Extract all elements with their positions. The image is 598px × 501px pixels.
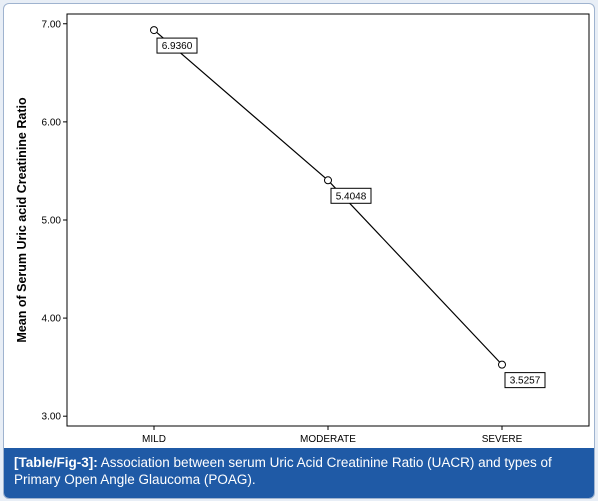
data-points: 6.9360 5.4048 3.5257: [150, 26, 546, 389]
y-axis: 3.00 4.00 5.00 6.00 7.00: [42, 19, 67, 423]
y-tick-label: 7.00: [42, 19, 62, 30]
y-tick-label: 6.00: [42, 117, 62, 128]
y-tick-label: 3.00: [42, 412, 62, 423]
data-label: 5.4048: [336, 191, 367, 202]
x-tick-label: SEVERE: [482, 434, 523, 445]
data-label-box: [504, 372, 546, 389]
figure-frame: 3.00 4.00 5.00 6.00 7.00 MILD MODERATE SEVERE …: [3, 3, 595, 499]
data-label: 3.5257: [510, 376, 541, 387]
data-label-box: [330, 187, 372, 204]
caption-tag: [Table/Fig-3]:: [14, 455, 98, 470]
chart: 3.004.005.006.007.00 MILD MODERATE SEVERE …: [15, 13, 590, 445]
data-point-marker: [324, 176, 332, 185]
data-point-marker: [498, 360, 506, 369]
data-label: 6.9360: [162, 41, 193, 52]
series-line: [153, 29, 503, 366]
y-axis-label: Mean of Serum Uric acid Creatinine Ratio: [15, 97, 29, 343]
y-tick-label: 5.00: [42, 216, 62, 227]
figure-caption: [Table/Fig-3]: Association between serum…: [4, 448, 594, 498]
data-point-marker: [150, 26, 158, 35]
caption-text: Association between serum Uric Acid Crea…: [14, 455, 552, 487]
y-tick-label: 4.00: [42, 314, 62, 325]
data-label-box: [156, 37, 198, 54]
x-tick-label: MODERATE: [300, 434, 356, 445]
plot-area: [66, 13, 590, 427]
x-tick-label: MILD: [142, 434, 166, 445]
x-axis: MILD MODERATE SEVERE: [142, 426, 523, 445]
